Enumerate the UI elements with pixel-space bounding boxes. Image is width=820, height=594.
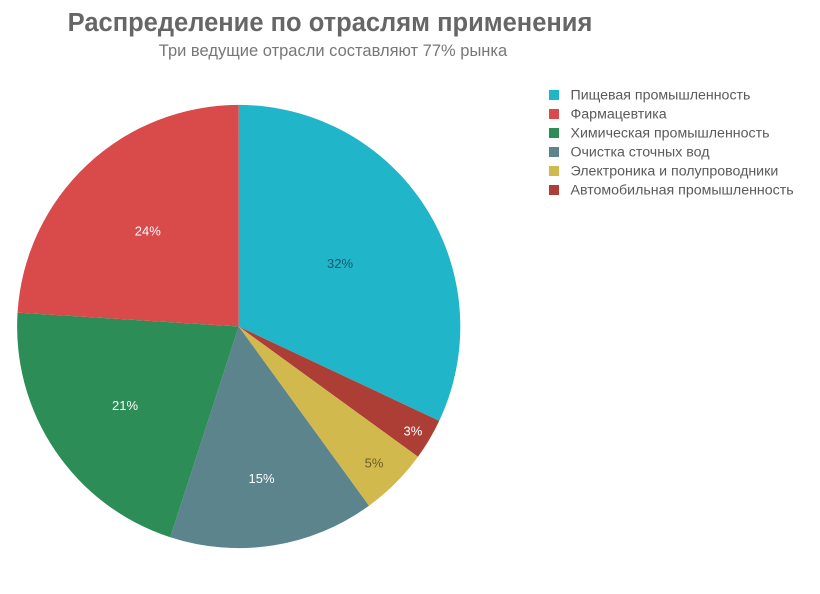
svg-text:Фармацевтика: Фармацевтика xyxy=(571,106,667,122)
svg-text:15%: 15% xyxy=(248,471,274,486)
svg-text:21%: 21% xyxy=(112,398,138,413)
svg-text:5%: 5% xyxy=(365,456,384,471)
svg-text:Автомобильная промышленность: Автомобильная промышленность xyxy=(571,182,794,198)
svg-text:Три ведущие отрасли составляют: Три ведущие отрасли составляют 77% рынка xyxy=(159,42,508,60)
svg-text:Химическая промышленность: Химическая промышленность xyxy=(571,125,770,141)
svg-text:Распределение по отраслям прим: Распределение по отраслям применения xyxy=(68,9,593,37)
svg-text:24%: 24% xyxy=(135,224,161,239)
svg-text:32%: 32% xyxy=(327,256,353,271)
svg-text:Очистка сточных вод: Очистка сточных вод xyxy=(571,144,711,160)
svg-text:3%: 3% xyxy=(404,424,423,439)
svg-text:Пищевая промышленность: Пищевая промышленность xyxy=(571,87,751,103)
svg-text:Электроника и полупроводники: Электроника и полупроводники xyxy=(571,163,779,179)
